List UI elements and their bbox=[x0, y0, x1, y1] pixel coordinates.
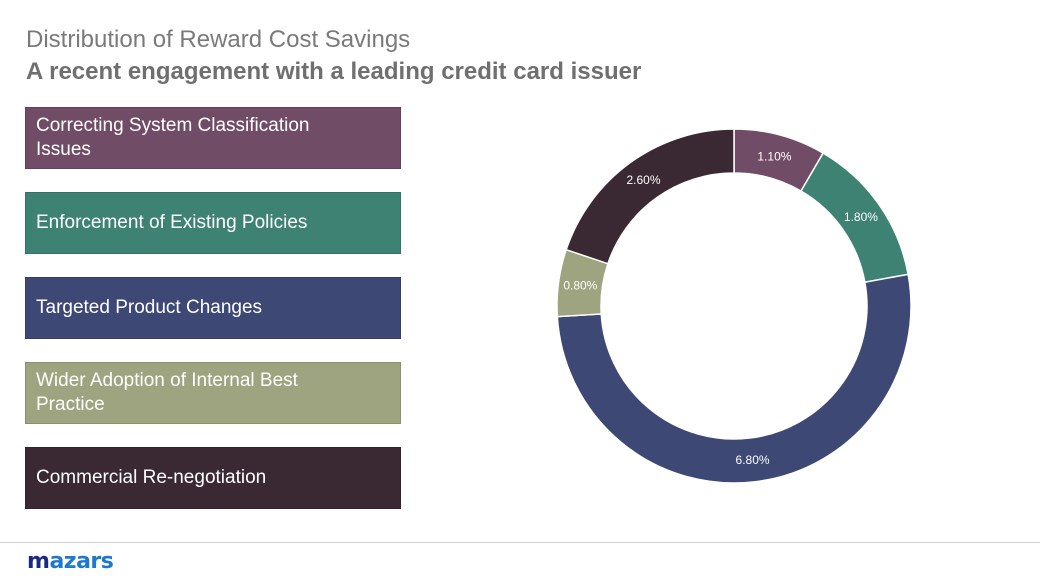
donut-segment bbox=[556, 273, 912, 484]
slide-title: Distribution of Reward Cost Savings bbox=[26, 26, 411, 53]
legend-item: Commercial Re-negotiation bbox=[25, 447, 401, 509]
legend-item-label: Wider Adoption of Internal Best Practice bbox=[36, 370, 298, 415]
legend-item-label: Correcting System Classification Issues bbox=[36, 115, 310, 160]
legend-item: Enforcement of Existing Policies bbox=[25, 192, 401, 254]
legend-item: Correcting System Classification Issues bbox=[25, 107, 401, 169]
donut-segment bbox=[565, 128, 735, 265]
segment-label: 6.80% bbox=[736, 453, 770, 467]
legend-item: Targeted Product Changes bbox=[25, 277, 401, 339]
segment-label: 1.10% bbox=[757, 149, 791, 163]
legend-item-label: Enforcement of Existing Policies bbox=[36, 212, 308, 233]
slide-subtitle: A recent engagement with a leading credi… bbox=[26, 58, 642, 85]
segment-label: 1.80% bbox=[844, 210, 878, 224]
mazars-logo: mazars bbox=[27, 549, 114, 574]
legend-item-label: Targeted Product Changes bbox=[36, 297, 263, 318]
segment-label: 2.60% bbox=[626, 173, 660, 187]
legend-item-label: Commercial Re-negotiation bbox=[36, 467, 267, 488]
legend-item: Wider Adoption of Internal Best Practice bbox=[25, 362, 401, 424]
segment-label: 0.80% bbox=[563, 279, 597, 293]
donut-chart: 1.10% 1.80% 6.80% 0.80% 2.60% bbox=[556, 128, 912, 484]
footer-divider bbox=[0, 542, 1040, 543]
